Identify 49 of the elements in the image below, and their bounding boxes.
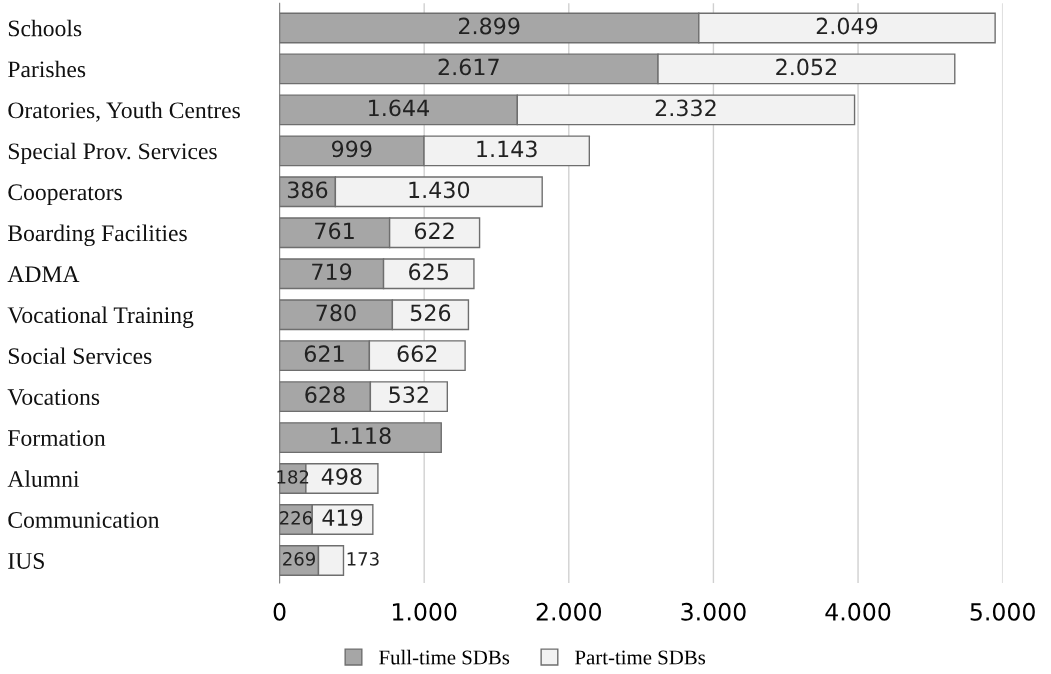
- x-tick-label: 4.000: [825, 602, 891, 621]
- y-tick-label: Parishes: [8, 60, 86, 78]
- data-label: 498: [321, 468, 362, 485]
- x-tick-label: 3.000: [681, 602, 746, 621]
- data-label: 532: [389, 386, 428, 404]
- data-label: 761: [315, 222, 354, 240]
- y-tick-label: Boarding Facilities: [8, 224, 187, 247]
- data-label: 780: [316, 304, 356, 322]
- x-tick-label: 5.000: [970, 602, 1035, 621]
- data-label: 226: [280, 511, 312, 525]
- y-tick-label: Oratories, Youth Centres: [8, 101, 240, 122]
- x-tick-label: 0: [273, 602, 286, 621]
- legend-label: Full-time SDBs: [379, 649, 510, 665]
- data-label: 2.049: [816, 17, 878, 35]
- data-label: 386: [287, 181, 328, 199]
- data-label: 2.617: [438, 58, 499, 76]
- y-tick-label: Formation: [8, 430, 106, 447]
- data-label: 269: [283, 552, 315, 566]
- data-label: 622: [414, 222, 454, 240]
- x-tick-label: 1.000: [392, 602, 457, 621]
- y-tick-label: Cooperators: [8, 184, 122, 206]
- data-label: 625: [409, 263, 449, 281]
- x-tick-label: 2.000: [536, 602, 602, 621]
- y-tick-label: Schools: [8, 19, 82, 37]
- y-tick-label: ADMA: [7, 266, 80, 282]
- data-label: 173: [347, 552, 379, 566]
- data-label: 628: [305, 386, 345, 404]
- data-label: 1.430: [409, 181, 470, 199]
- data-label: 2.899: [459, 17, 520, 35]
- y-tick-label: Communication: [8, 512, 160, 528]
- legend-label: Part-time SDBs: [575, 650, 706, 665]
- data-label: 621: [304, 345, 344, 363]
- data-label: 662: [397, 345, 437, 363]
- data-label: 2.332: [655, 99, 716, 117]
- y-tick-label: IUS: [8, 553, 44, 569]
- y-tick-label: Special Prov. Services: [8, 142, 217, 165]
- data-label: 1.143: [477, 140, 537, 158]
- data-label: 999: [331, 140, 372, 158]
- y-tick-label: Social Services: [8, 347, 152, 365]
- data-label: 1.644: [369, 99, 429, 117]
- y-tick-label: Vocations: [7, 389, 100, 406]
- data-label: 719: [312, 263, 352, 281]
- y-tick-label: Vocational Training: [7, 306, 194, 328]
- data-label: 419: [322, 509, 363, 526]
- data-label: 526: [410, 304, 451, 322]
- data-label: 2.052: [776, 58, 836, 76]
- y-tick-label: Alumni: [7, 470, 80, 487]
- data-label: 1.118: [331, 427, 391, 445]
- bar: [279, 422, 442, 454]
